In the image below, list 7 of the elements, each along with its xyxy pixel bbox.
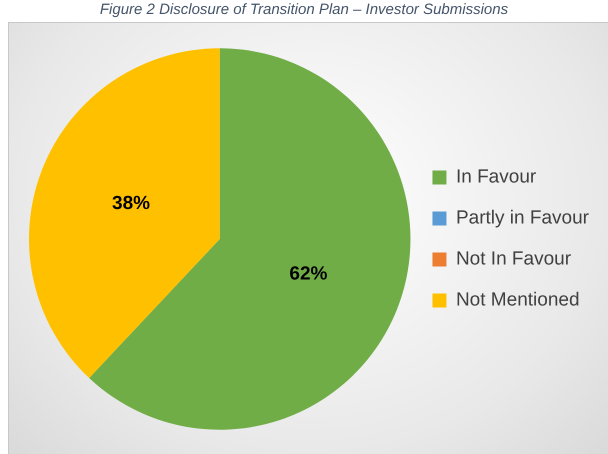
- legend-label: Not In Favour: [456, 248, 572, 270]
- data-label: 38%: [112, 193, 150, 214]
- legend-label: Partly in Favour: [456, 208, 590, 229]
- chart-title: Figure 2 Disclosure of Transition Plan – Investor Submissions: [98, 0, 510, 20]
- legend-label: Not Mentioned: [456, 290, 580, 311]
- data-label: 62%: [289, 263, 328, 284]
- legend-label: In Favour: [456, 166, 537, 188]
